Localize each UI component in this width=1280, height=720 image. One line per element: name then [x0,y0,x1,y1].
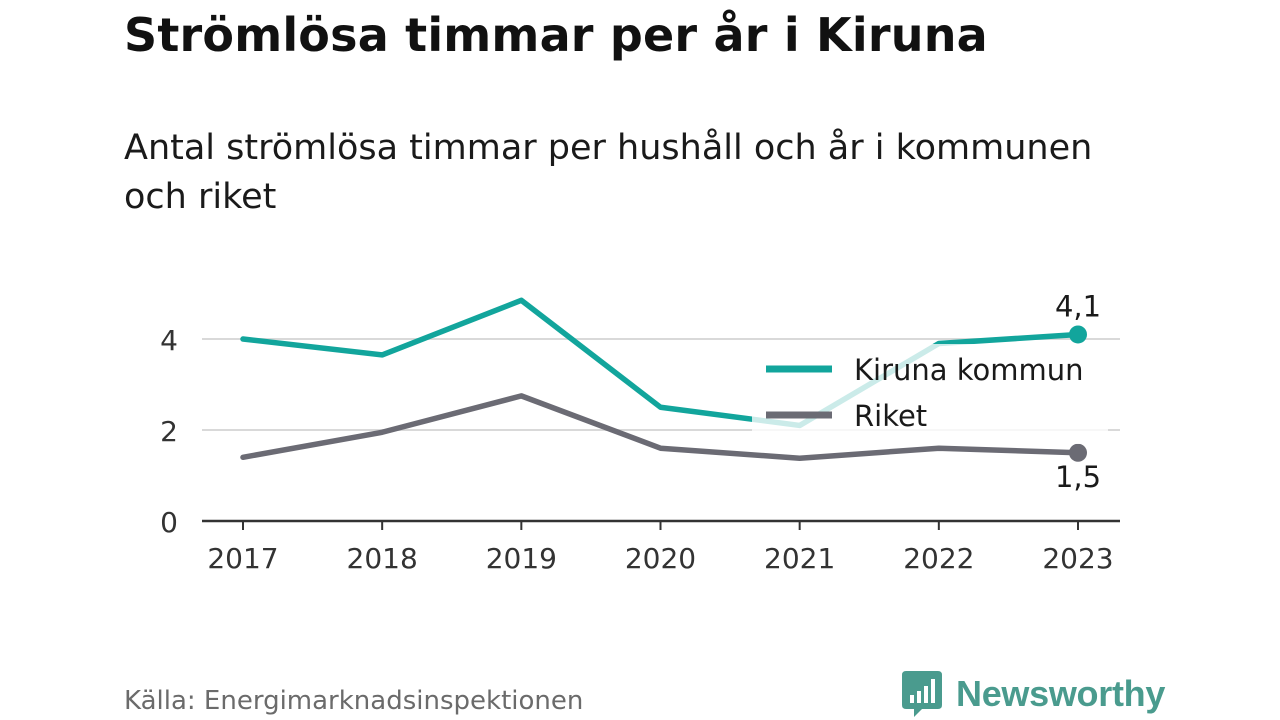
series-line-0 [240,297,1081,429]
end-label-1: 1,5 [1055,460,1101,494]
y-axis-ticks: 0 2 4 [160,324,178,539]
x-tick-label-2022: 2022 [903,542,974,575]
end-labels: 4,1 1,5 [1055,289,1101,493]
x-tick-label-2020: 2020 [625,542,696,575]
legend-background [752,344,1108,444]
end-label-0: 4,1 [1055,289,1101,323]
x-axis: 2017 2018 2019 2020 2021 2022 2023 [202,519,1120,575]
source-note: Källa: Energimarknadsinspektionen [124,686,584,716]
chart-title: Strömlösa timmar per år i Kiruna [124,8,988,62]
y-tick-label-4: 4 [160,324,178,357]
legend-label-0: Kiruna kommun [854,353,1084,387]
y-tick-label-0: 0 [160,506,178,539]
brand-name: Newsworthy [956,673,1166,714]
x-tick-label-2021: 2021 [764,542,835,575]
legend-label-1: Riket [854,399,927,433]
x-tick-label-2019: 2019 [486,542,557,575]
x-tick-label-2023: 2023 [1042,542,1113,575]
series-line-1 [240,393,1081,461]
brand-logo: Newsworthy [902,670,1165,718]
x-tick-label-2018: 2018 [347,542,418,575]
series-end-marker-1 [1069,443,1087,462]
series-lines [240,297,1087,462]
newsworthy-logo-icon [902,671,942,717]
y-tick-label-2: 2 [160,415,178,448]
chart-subtitle: Antal strömlösa timmar per hushåll och å… [124,128,1093,217]
series-end-marker-0 [1069,325,1087,344]
legend: Kiruna kommun Riket [752,344,1108,444]
x-tick-label-2017: 2017 [207,542,278,575]
